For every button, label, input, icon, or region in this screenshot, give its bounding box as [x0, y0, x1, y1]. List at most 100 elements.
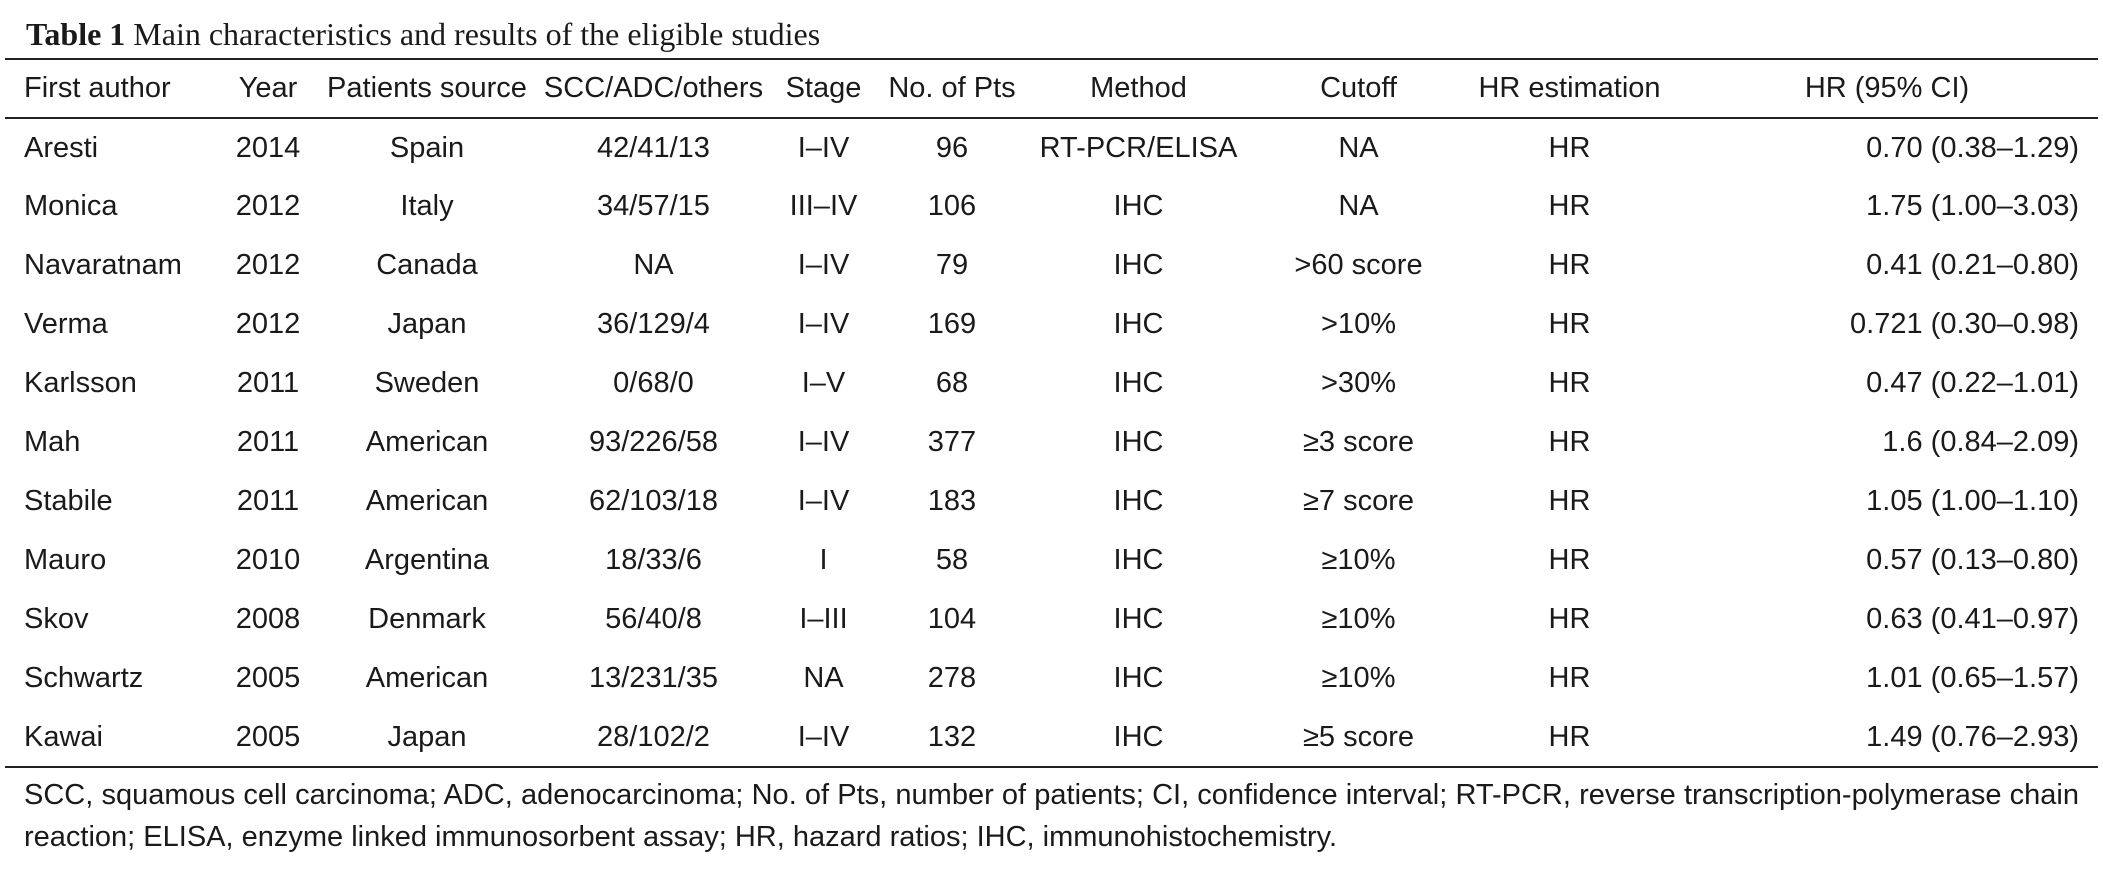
table-row: Skov 2008 Denmark 56/40/8 I–III 104 IHC ≥10% HR 0…: [5, 590, 2098, 649]
cell-patient-count: 68: [935, 367, 969, 399]
cell-method: IHC: [1113, 544, 1164, 576]
cell-patients-source: Italy: [400, 190, 454, 222]
cell-patients-source: American: [365, 485, 489, 517]
table-body: Aresti 2014 Spain 42/41/13 I–IV 96 RT-PCR/ELIS…: [5, 118, 2098, 768]
cell-histology: 18/33/6: [605, 544, 702, 576]
table-row: Aresti 2014 Spain 42/41/13 I–IV 96 RT-PCR/ELIS…: [5, 118, 2098, 177]
cell-hr-estimation: HR: [1548, 603, 1591, 635]
table-row: Stabile 2011 American 62/103/18 I–IV 183 IHC ≥7…: [5, 472, 2098, 531]
cell-hr-estimation: HR: [1548, 544, 1591, 576]
cell-first-author: Schwartz: [24, 662, 144, 694]
header-stage: Stage: [766, 58, 881, 119]
cell-cutoff: ≥7 score: [1302, 485, 1414, 517]
header-year: Year: [223, 58, 313, 119]
cell-histology: 34/57/15: [597, 190, 710, 222]
cell-year: 2010: [235, 544, 301, 576]
cell-year: 2012: [235, 249, 301, 281]
cell-patient-count: 58: [935, 544, 969, 576]
cell-method: IHC: [1113, 367, 1164, 399]
cell-patient-count: 377: [927, 426, 977, 458]
cell-hr-estimation: HR: [1548, 308, 1591, 340]
cell-stage: I–IV: [797, 131, 850, 164]
cell-patients-source: Japan: [387, 308, 467, 340]
cell-first-author: Stabile: [24, 485, 113, 517]
cell-year: 2012: [235, 190, 301, 222]
cell-method: IHC: [1113, 662, 1164, 694]
cell-stage: I–III: [799, 603, 848, 635]
cell-first-author: Navaratnam: [24, 249, 182, 281]
cell-year: 2005: [235, 662, 301, 694]
cell-stage: I–IV: [797, 426, 850, 458]
cell-method: RT-PCR/ELISA: [1039, 131, 1238, 164]
cell-method: IHC: [1113, 603, 1164, 635]
cell-patient-count: 79: [935, 249, 969, 281]
cell-patients-source: American: [365, 662, 489, 694]
cell-method: IHC: [1113, 190, 1164, 222]
cell-patient-count: 106: [927, 190, 977, 222]
table-footnote: SCC, squamous cell carcinoma; ADC, adeno…: [24, 779, 2079, 853]
header-hr-estimation: HR estimation: [1463, 58, 1676, 119]
cell-patients-source: American: [365, 426, 489, 458]
cell-histology: 13/231/35: [588, 662, 718, 694]
cell-histology: 62/103/18: [588, 485, 718, 517]
cell-hr-ci: 1.6 (0.84–2.09): [1882, 426, 2079, 458]
cell-hr-estimation: HR: [1548, 249, 1591, 281]
caption-label: Table 1: [26, 16, 126, 52]
cell-histology: 0/68/0: [613, 367, 694, 399]
cell-year: 2008: [235, 603, 301, 635]
cell-patient-count: 183: [927, 485, 977, 517]
cell-first-author: Mauro: [24, 544, 107, 576]
cell-patients-source: Argentina: [364, 544, 490, 576]
cell-hr-ci: 0.63 (0.41–0.97): [1866, 603, 2079, 635]
cell-cutoff: >60 score: [1294, 249, 1423, 281]
cell-histology: NA: [633, 249, 674, 281]
cell-hr-ci: 0.41 (0.21–0.80): [1866, 249, 2079, 281]
cell-stage: I–IV: [797, 308, 850, 340]
cell-cutoff: >10%: [1321, 308, 1396, 340]
cell-patient-count: 132: [881, 708, 1023, 768]
table-header: First author Year Patients source SCC/AD…: [5, 58, 2098, 119]
cell-cutoff: ≥3 score: [1302, 426, 1414, 458]
cell-first-author: Aresti: [24, 131, 99, 164]
cell-hr-ci: 1.05 (1.00–1.10): [1866, 485, 2079, 517]
header-first-author: First author: [5, 58, 223, 119]
cell-cutoff: NA: [1338, 190, 1379, 222]
cell-year: 2012: [235, 308, 301, 340]
cell-first-author: Verma: [24, 308, 108, 340]
table-row: Monica 2012 Italy 34/57/15 III–IV 106 IHC NA HR 1…: [5, 177, 2098, 236]
cell-hr-ci: 0.57 (0.13–0.80): [1866, 544, 2079, 576]
table-row: Kawai 2005 Japan 28/102/2 I–IV 132 IHC ≥5 score…: [5, 708, 2098, 768]
table-caption: Table 1 Main characteristics and results…: [5, 14, 2098, 58]
cell-stage: III–IV: [789, 190, 858, 222]
cell-hr-estimation: HR: [1548, 485, 1591, 517]
cell-hr-estimation: HR: [1548, 367, 1591, 399]
cell-hr-ci: 1.75 (1.00–3.03): [1866, 190, 2079, 222]
cell-first-author: Skov: [24, 603, 89, 635]
cell-hr-estimation: HR: [1548, 131, 1591, 164]
cell-year: 2011: [236, 367, 300, 399]
cell-first-author: Karlsson: [24, 367, 137, 399]
cell-cutoff: ≥10%: [1321, 603, 1396, 635]
header-hr-ci: HR (95% CI): [1676, 58, 2098, 119]
cell-cutoff: ≥5 score: [1254, 708, 1463, 768]
studies-table: First author Year Patients source SCC/AD…: [5, 58, 2098, 768]
caption-text: Main characteristics and results of the …: [133, 16, 821, 52]
cell-stage: I–IV: [797, 485, 850, 517]
header-cutoff: Cutoff: [1254, 58, 1463, 119]
cell-hr-estimation: HR: [1548, 426, 1591, 458]
cell-first-author: Monica: [24, 190, 118, 222]
cell-histology: 56/40/8: [605, 603, 702, 635]
cell-method: IHC: [1113, 426, 1164, 458]
cell-stage: I–V: [801, 367, 846, 399]
table-row: Mauro 2010 Argentina 18/33/6 I 58 IHC ≥10% HR 0.5…: [5, 531, 2098, 590]
cell-patients-source: Japan: [313, 708, 541, 768]
cell-hr-ci: 1.49 (0.76–2.93): [1676, 708, 2098, 768]
cell-histology: 42/41/13: [597, 131, 710, 164]
cell-cutoff: ≥10%: [1321, 544, 1396, 576]
cell-hr-ci: 1.01 (0.65–1.57): [1866, 662, 2079, 694]
cell-year: 2014: [235, 131, 301, 164]
cell-stage: I–IV: [766, 708, 881, 768]
cell-method: IHC: [1023, 708, 1254, 768]
cell-patients-source: Spain: [389, 131, 465, 164]
cell-first-author: Kawai: [5, 708, 223, 768]
